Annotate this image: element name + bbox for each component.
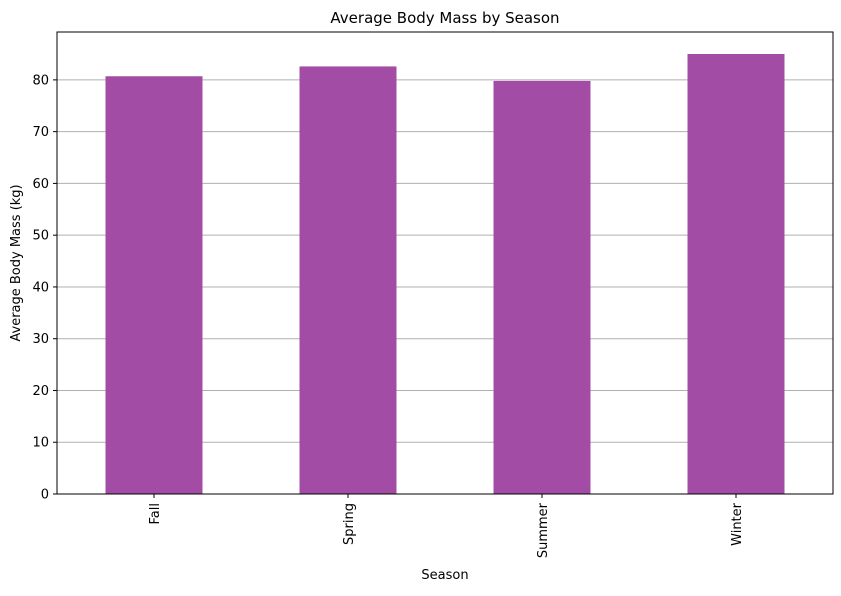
bar-spring xyxy=(299,66,397,495)
x-tick-label: Spring xyxy=(342,503,357,545)
x-axis-ticks: Fall Spring Summer Winter xyxy=(148,494,745,558)
y-tick-label: 60 xyxy=(32,177,49,192)
x-tick-label: Summer xyxy=(536,502,551,558)
y-axis-ticks: 0 10 20 30 40 50 60 70 80 xyxy=(32,73,57,503)
y-tick-label: 0 xyxy=(41,488,49,503)
bar-winter xyxy=(687,54,785,494)
bar-summer xyxy=(493,80,591,494)
y-tick-label: 70 xyxy=(32,125,49,140)
y-tick-label: 20 xyxy=(32,384,49,399)
y-tick-label: 50 xyxy=(32,229,49,244)
bars xyxy=(105,54,785,495)
bar-fall xyxy=(105,76,203,495)
y-tick-label: 30 xyxy=(32,332,49,347)
x-tick-label: Fall xyxy=(148,503,163,524)
x-axis-label: Season xyxy=(421,568,468,583)
chart-title: Average Body Mass by Season xyxy=(330,9,559,27)
y-tick-label: 80 xyxy=(32,73,49,88)
y-axis-label: Average Body Mass (kg) xyxy=(9,184,24,341)
x-tick-label: Winter xyxy=(730,502,745,546)
y-tick-label: 40 xyxy=(32,280,49,295)
y-tick-label: 10 xyxy=(32,436,49,451)
plot-frame xyxy=(56,31,834,495)
